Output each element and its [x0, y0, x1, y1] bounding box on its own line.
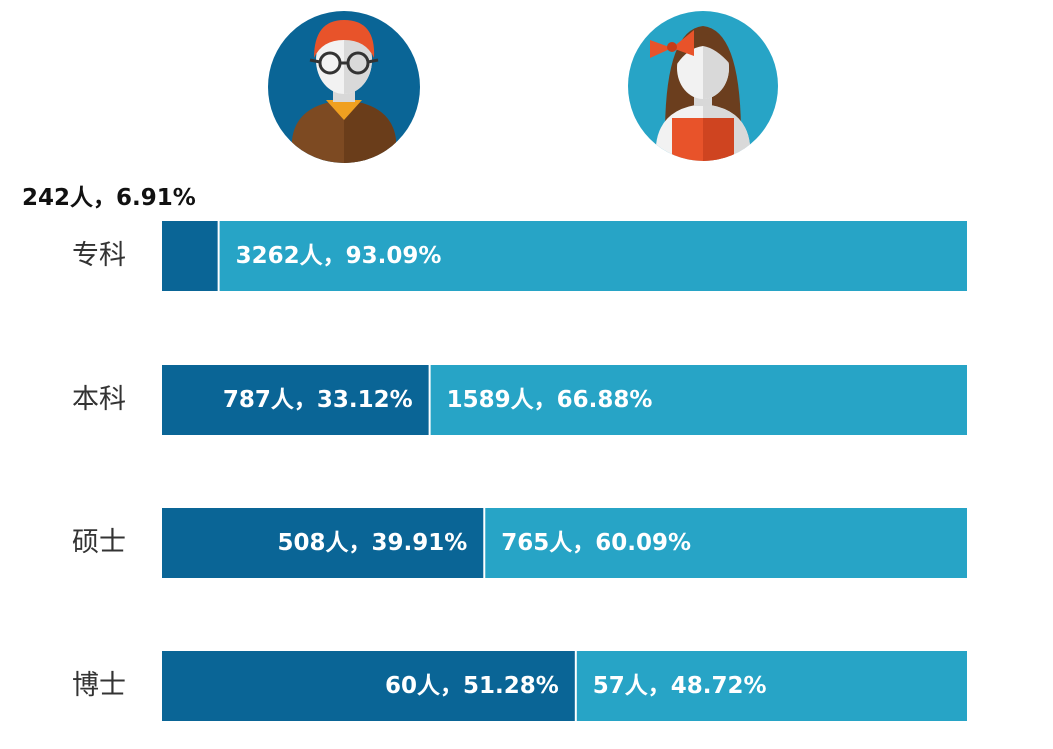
female-value-label: 57人，48.72% — [592, 673, 767, 699]
female-avatar-icon — [628, 11, 778, 161]
male-value-label: 787人，33.12% — [222, 387, 413, 413]
bar-male-2 — [162, 508, 484, 578]
category-label: 专科 — [72, 240, 126, 271]
male-value-label: 508人，39.91% — [277, 530, 468, 556]
category-label: 博士 — [72, 670, 126, 701]
bar-male-3 — [162, 651, 575, 721]
female-value-label: 3262人，93.09% — [235, 243, 442, 269]
bar-female-0 — [219, 221, 968, 291]
bar-male-0 — [162, 221, 218, 291]
female-value-label: 1589人，66.88% — [446, 387, 653, 413]
male-avatar-icon — [268, 11, 420, 163]
male-value-label: 60人，51.28% — [385, 673, 559, 699]
bar-female-2 — [485, 508, 967, 578]
bar-male-1 — [162, 365, 429, 435]
category-label: 本科 — [72, 384, 126, 415]
bars-layer — [162, 221, 968, 721]
category-label: 硕士 — [72, 527, 126, 558]
bar-female-3 — [576, 651, 967, 721]
male-value-label: 242人，6.91% — [22, 185, 196, 211]
bar-female-1 — [430, 365, 968, 435]
female-value-label: 765人，60.09% — [501, 530, 692, 556]
